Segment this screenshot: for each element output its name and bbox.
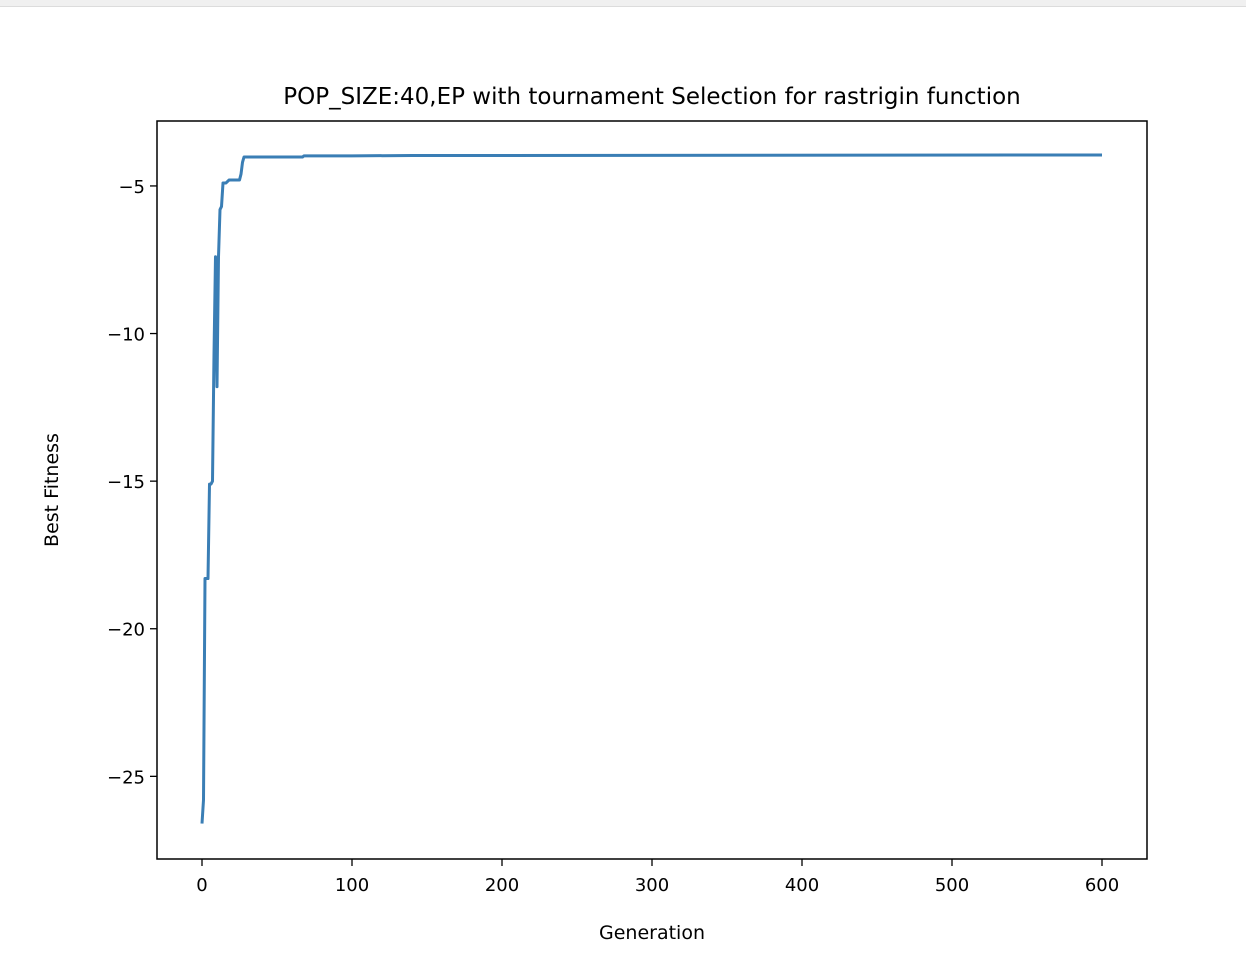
x-tick-label: 0 (196, 875, 207, 896)
x-tick-label: 400 (785, 875, 819, 896)
y-axis: −5 −10 −15 −20 −25 (107, 177, 157, 788)
x-tick-label: 300 (635, 875, 669, 896)
x-axis-label: Generation (599, 922, 705, 944)
y-tick-label: −10 (107, 325, 145, 346)
x-axis: 0 100 200 300 400 500 600 (196, 859, 1119, 896)
y-tick-label: −5 (118, 177, 145, 198)
x-tick-label: 500 (935, 875, 969, 896)
x-tick-label: 100 (335, 875, 369, 896)
x-tick-label: 200 (485, 875, 519, 896)
window-top-bar (0, 0, 1246, 7)
y-axis-label: Best Fitness (41, 433, 63, 547)
plot-frame (156, 120, 1148, 860)
series-layer (200, 153, 1103, 824)
series-line-0 (200, 153, 1103, 824)
x-tick-label: 600 (1085, 875, 1119, 896)
y-tick-label: −20 (107, 620, 145, 641)
y-tick-label: −15 (107, 472, 145, 493)
chart-title: POP_SIZE:40,EP with tournament Selection… (283, 84, 1020, 110)
y-tick-label: −25 (107, 767, 145, 788)
